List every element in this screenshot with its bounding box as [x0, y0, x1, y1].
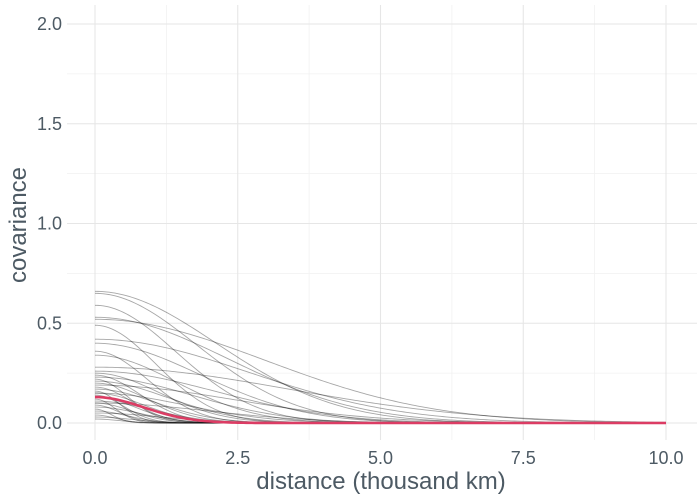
x-tick-label: 2.5 [225, 448, 250, 468]
sample-curve [94, 366, 667, 423]
sample-curve [94, 318, 667, 424]
y-tick-label: 1.0 [37, 214, 62, 234]
mean-curve-layer [94, 395, 666, 425]
x-tick-label: 0.0 [82, 448, 107, 468]
y-tick-label: 1.5 [37, 114, 62, 134]
y-tick-label: 0.5 [37, 313, 62, 333]
x-axis-title: distance (thousand km) [256, 468, 505, 495]
x-tick-label: 7.5 [511, 448, 536, 468]
x-tick-label: 10.0 [648, 448, 683, 468]
y-axis-title: covariance [5, 167, 32, 283]
x-tick-label: 5.0 [368, 448, 393, 468]
y-tick-label: 2.0 [37, 14, 62, 34]
x-axis-ticks: 0.0 2.5 5.0 7.5 10.0 [82, 448, 683, 468]
y-tick-label: 0.0 [37, 413, 62, 433]
y-axis-ticks: 0.0 0.5 1.0 1.5 2.0 [37, 14, 62, 433]
mean-curve [94, 395, 666, 425]
